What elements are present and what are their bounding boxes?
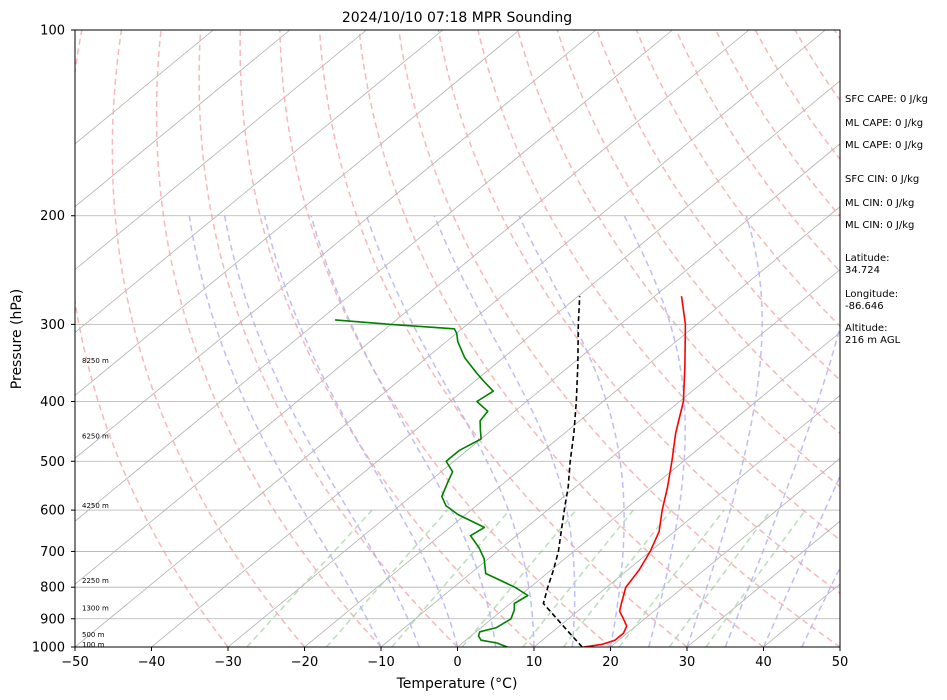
dry-adiabat-line: [556, 30, 840, 435]
mixing-ratio-line: [391, 509, 511, 647]
moist-adiabat-line: [762, 474, 840, 647]
temperature-profile-line: [583, 296, 687, 647]
x-tick-label: −10: [367, 655, 394, 670]
x-axis-ticks: −50 −40 −30 −20 −10 0 10 20 30 40 50: [61, 647, 848, 670]
isotherm-line: [75, 30, 673, 522]
isotherm-line: [457, 331, 840, 647]
y-tick-label: 900: [40, 612, 65, 627]
y-tick-label: 200: [40, 209, 65, 224]
moist-adiabat-line: [365, 215, 535, 647]
height-label: 100 m: [82, 641, 105, 649]
mixing-ratio-line: [246, 509, 373, 647]
dry-adiabat-line: [111, 30, 306, 647]
y-axis-label: Pressure (hPa): [9, 289, 25, 389]
x-tick-label: −40: [138, 655, 165, 670]
mixing-ratio-line: [522, 509, 634, 647]
isotherm-line: [227, 143, 840, 647]
moist-adiabat-line: [263, 215, 459, 647]
x-tick-label: 30: [679, 655, 696, 670]
side-panel: SFC CAPE: 0 J/kg ML CAPE: 0 J/kg ML CAPE…: [845, 94, 928, 346]
isotherm-line: [151, 80, 840, 647]
moist-adiabat-line: [188, 215, 382, 647]
y-tick-label: 1000: [32, 641, 65, 656]
isotherm-line: [75, 30, 291, 208]
ml-cin-text: ML CIN: 0 J/kg: [845, 198, 914, 209]
dry-adiabat-line: [635, 30, 840, 328]
height-label: 500 m: [82, 631, 105, 639]
height-label: 2250 m: [82, 577, 109, 585]
ml-cape-text: ML CAPE: 0 J/kg: [845, 118, 923, 129]
isotherm-line: [75, 30, 520, 396]
ml-cin-text-2: ML CIN: 0 J/kg: [845, 220, 914, 231]
isotherm-line: [380, 269, 840, 647]
dry-adiabat-line: [477, 30, 840, 541]
altitude-label: Altitude:: [845, 323, 887, 334]
height-label: 6250 m: [82, 432, 109, 440]
dry-adiabat-line: [279, 30, 611, 647]
moist-adiabat-line: [518, 215, 625, 647]
height-labels: 100 m 500 m 1300 m 2250 m 4250 m 6250 m 8250 m: [82, 357, 109, 649]
dry-adiabat-line: [516, 30, 840, 488]
dry-adiabat-line: [437, 30, 840, 595]
height-label: 1300 m: [82, 605, 109, 613]
dry-adiabat-line: [75, 30, 229, 647]
longitude-value: -86.646: [845, 301, 884, 312]
dry-adiabat-line: [155, 30, 382, 647]
x-tick-label: −50: [61, 655, 88, 670]
height-label: 4250 m: [82, 502, 109, 510]
mixing-ratio-line: [618, 509, 725, 647]
ml-cape-text-2: ML CAPE: 0 J/kg: [845, 140, 923, 151]
dry-adiabat-line: [239, 30, 535, 647]
moist-adiabat-line: [801, 566, 840, 647]
isotherm-line: [75, 30, 214, 145]
isotherm-line: [75, 30, 597, 459]
isotherm-line: [304, 206, 840, 647]
dry-adiabat-line: [198, 30, 459, 647]
dry-adiabat-line: [596, 30, 840, 382]
chart-title: 2024/10/10 07:18 MPR Sounding: [342, 10, 572, 26]
mixing-ratio-line: [325, 509, 449, 647]
parcel-profile-line: [542, 296, 583, 647]
x-tick-label: 20: [602, 655, 619, 670]
isotherm-line: [75, 30, 826, 647]
latitude-value: 34.724: [845, 265, 880, 276]
isotherm-line: [75, 30, 367, 271]
y-tick-label: 600: [40, 504, 65, 519]
height-label: 8250 m: [82, 357, 109, 365]
x-tick-label: −20: [291, 655, 318, 670]
x-tick-label: 10: [526, 655, 543, 670]
pressure-gridlines: [75, 29, 840, 648]
isotherm-line: [75, 30, 750, 585]
isotherm-line: [610, 457, 840, 647]
y-tick-label: 700: [40, 545, 65, 560]
y-tick-label: 800: [40, 581, 65, 596]
x-tick-label: 0: [453, 655, 461, 670]
y-tick-label: 500: [40, 455, 65, 470]
isotherm-line: [686, 520, 840, 647]
latitude-label: Latitude:: [845, 253, 890, 264]
x-tick-label: 50: [832, 655, 849, 670]
isotherm-line: [75, 30, 444, 334]
sfc-cape-text: SFC CAPE: 0 J/kg: [845, 94, 928, 105]
y-tick-label: 400: [40, 395, 65, 410]
y-axis-ticks: 100 200 300 400 500 600 700 800 900 1000: [32, 24, 75, 656]
sfc-cin-text: SFC CIN: 0 J/kg: [845, 174, 919, 185]
altitude-value: 216 m AGL: [845, 335, 901, 346]
x-tick-label: −30: [214, 655, 241, 670]
moist-adiabat-line: [724, 324, 840, 647]
y-tick-label: 100: [40, 24, 65, 39]
isotherm-line: [533, 394, 840, 647]
longitude-label: Longitude:: [845, 289, 898, 300]
dry-adiabat-line: [398, 30, 840, 647]
dry-adiabat-line: [318, 30, 688, 647]
x-tick-label: 40: [755, 655, 772, 670]
dewpoint-profile-line: [335, 319, 529, 647]
background-lines: [75, 30, 840, 647]
dry-adiabat-line: [358, 30, 764, 647]
x-axis-label: Temperature (°C): [396, 676, 518, 692]
y-tick-label: 300: [40, 318, 65, 333]
sounding-profiles: [335, 296, 687, 647]
mixing-ratio-line: [461, 509, 577, 647]
